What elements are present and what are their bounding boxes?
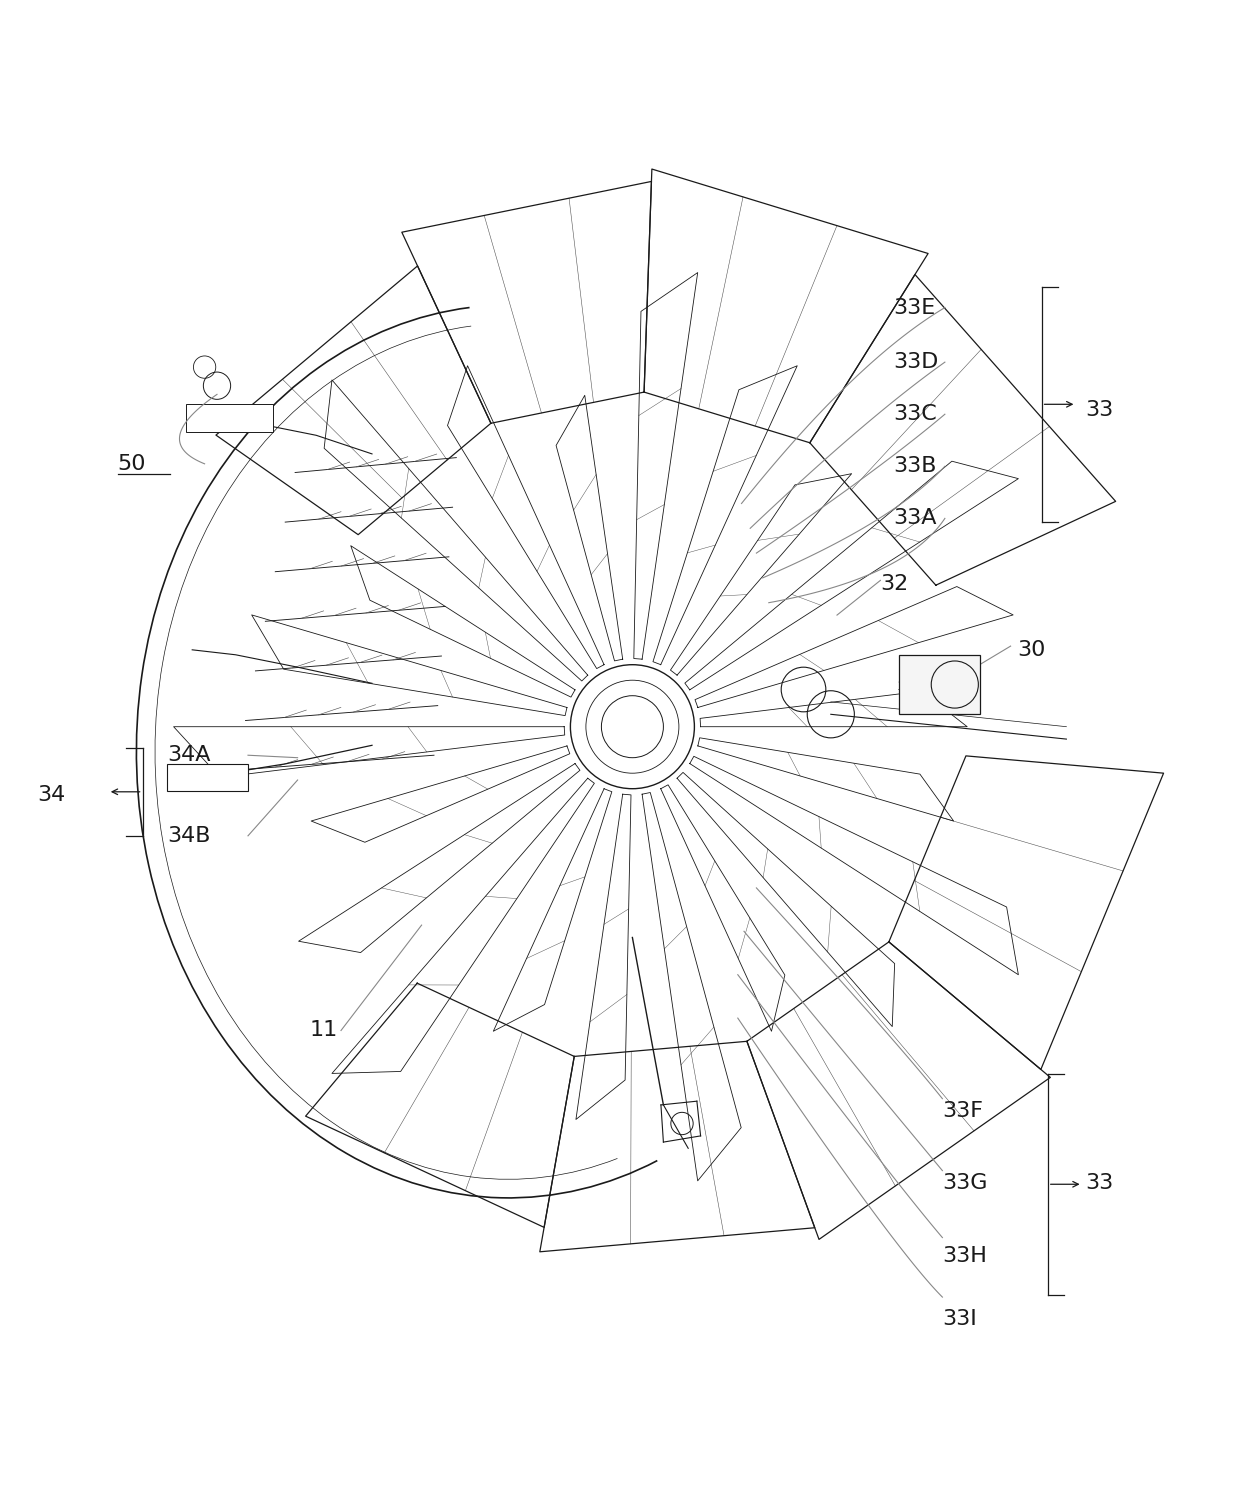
Text: 34B: 34B (167, 825, 211, 846)
Text: 33I: 33I (942, 1309, 977, 1330)
Text: 34: 34 (37, 785, 66, 806)
Text: 34A: 34A (167, 745, 211, 765)
Text: 32: 32 (880, 574, 909, 594)
Text: 33: 33 (1085, 1172, 1114, 1193)
Text: 33H: 33H (942, 1246, 987, 1266)
Text: 33F: 33F (942, 1102, 983, 1121)
Text: 33E: 33E (893, 298, 935, 317)
Text: 33D: 33D (893, 352, 939, 373)
Text: 33A: 33A (893, 508, 936, 529)
Bar (186, 404, 273, 431)
Text: 33: 33 (1085, 400, 1114, 421)
Text: 11: 11 (310, 1021, 339, 1040)
Bar (167, 764, 248, 791)
Text: 50: 50 (118, 454, 146, 473)
Text: 33B: 33B (893, 457, 936, 476)
Text: 33C: 33C (893, 404, 936, 424)
Bar (899, 655, 980, 714)
Text: 30: 30 (1017, 640, 1045, 660)
Text: 33G: 33G (942, 1172, 988, 1193)
